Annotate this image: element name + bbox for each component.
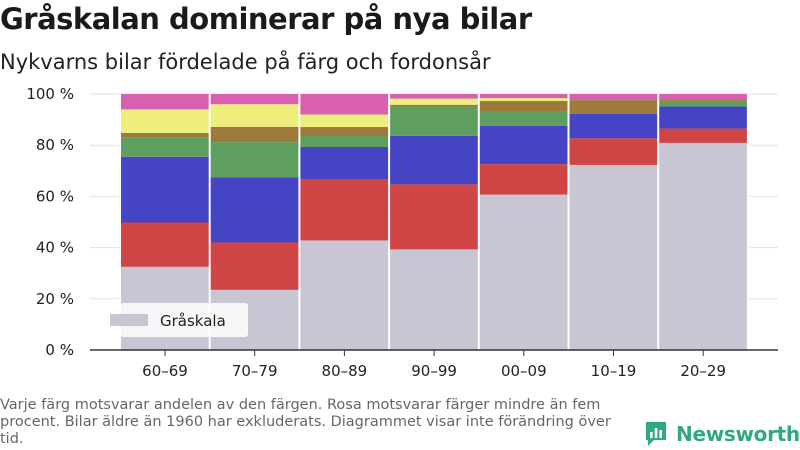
bar-segment-0-4 [478,194,569,350]
y-tick-label: 40 % [36,239,74,257]
legend-label: Gråskala [160,312,226,330]
legend-swatch [110,314,148,326]
bar-segment-2-6 [658,106,749,129]
bar-segment-6-0 [120,94,210,110]
bar-segment-6-3 [389,94,480,99]
bar-segment-1-0 [120,222,210,267]
y-tick-label: 60 % [36,187,74,205]
axes: 0 % 20 % 40 % 60 % 80 % 100 % 60–69 70–79 80–89 9… [26,85,778,380]
stacked-bar-chart: 0 % 20 % 40 % 60 % 80 % 100 % 60–69 70–79 80–89 9… [26,85,778,380]
y-tick-label: 80 % [36,136,74,154]
legend: Gråskala [100,303,248,337]
bar-segment-2-1 [209,177,300,243]
brand-name: Newsworthy [676,422,800,446]
chart-subtitle: Nykvarns bilar fördelade på färg och for… [0,50,491,74]
bar-segment-0-3 [389,249,480,350]
x-tick-label: 90–99 [411,362,457,380]
bar-segment-6-5 [568,94,659,101]
bar-segment-1-5 [568,138,659,165]
bar-segment-1-6 [658,128,749,143]
x-tick-label: 00–09 [501,362,547,380]
bar-segment-5-2 [299,114,390,128]
bar-segment-5-1 [209,104,300,127]
bar-segment-3-6 [658,100,749,107]
bar-segment-4-4 [478,100,569,112]
bar-segment-4-6 [658,99,749,101]
bar-segment-4-5 [568,100,659,114]
bar-segment-1-3 [389,184,480,250]
bar-segment-1-1 [209,242,300,290]
bar-segment-4-2 [299,127,390,136]
bar-segment-0-5 [568,164,659,350]
bar-segment-0-2 [299,240,390,350]
bar-segment-2-4 [478,125,569,165]
bar-segment-2-2 [299,146,390,179]
x-tick-label: 10–19 [591,362,637,380]
bar-segment-1-2 [299,178,390,241]
bar-segment-3-4 [478,111,569,126]
bar-segment-3-1 [209,142,300,178]
newsworthy-logo-icon [646,422,666,446]
x-tick-label: 60–69 [142,362,188,380]
bars [119,94,749,350]
bar-segment-1-4 [478,164,569,195]
bar-segment-3-0 [120,137,210,157]
x-tick-label: 70–79 [232,362,278,380]
y-tick-label: 0 % [45,341,74,359]
bar-segment-4-3 [389,104,480,107]
bar-segment-6-4 [478,94,569,99]
bar-segment-6-6 [658,94,749,100]
y-tick-label: 20 % [36,290,74,308]
bar-segment-4-1 [209,126,300,143]
footnote: Varje färg motsvarar andelen av den färg… [0,397,611,447]
y-tick-label: 100 % [26,85,74,103]
legend-box [100,303,248,337]
bar-segment-0-6 [658,142,749,350]
bar-segment-2-0 [120,156,210,223]
bar-segment-2-3 [389,135,480,185]
bar-segment-5-3 [389,98,480,105]
bar-segment-6-1 [209,94,300,105]
bar-segment-4-0 [120,132,210,138]
x-tick-label: 80–89 [322,362,368,380]
x-tick-label: 20–29 [680,362,726,380]
bar-segment-6-2 [299,94,390,115]
brand[interactable]: Newsworthy [644,419,800,449]
chart-title: Gråskalan dominerar på nya bilar [0,2,532,36]
bar-segment-2-5 [568,113,659,139]
bar-segment-3-2 [299,135,390,147]
bar-segment-3-3 [389,106,480,136]
bar-segment-5-0 [120,109,210,133]
bar-segment-5-4 [478,98,569,101]
